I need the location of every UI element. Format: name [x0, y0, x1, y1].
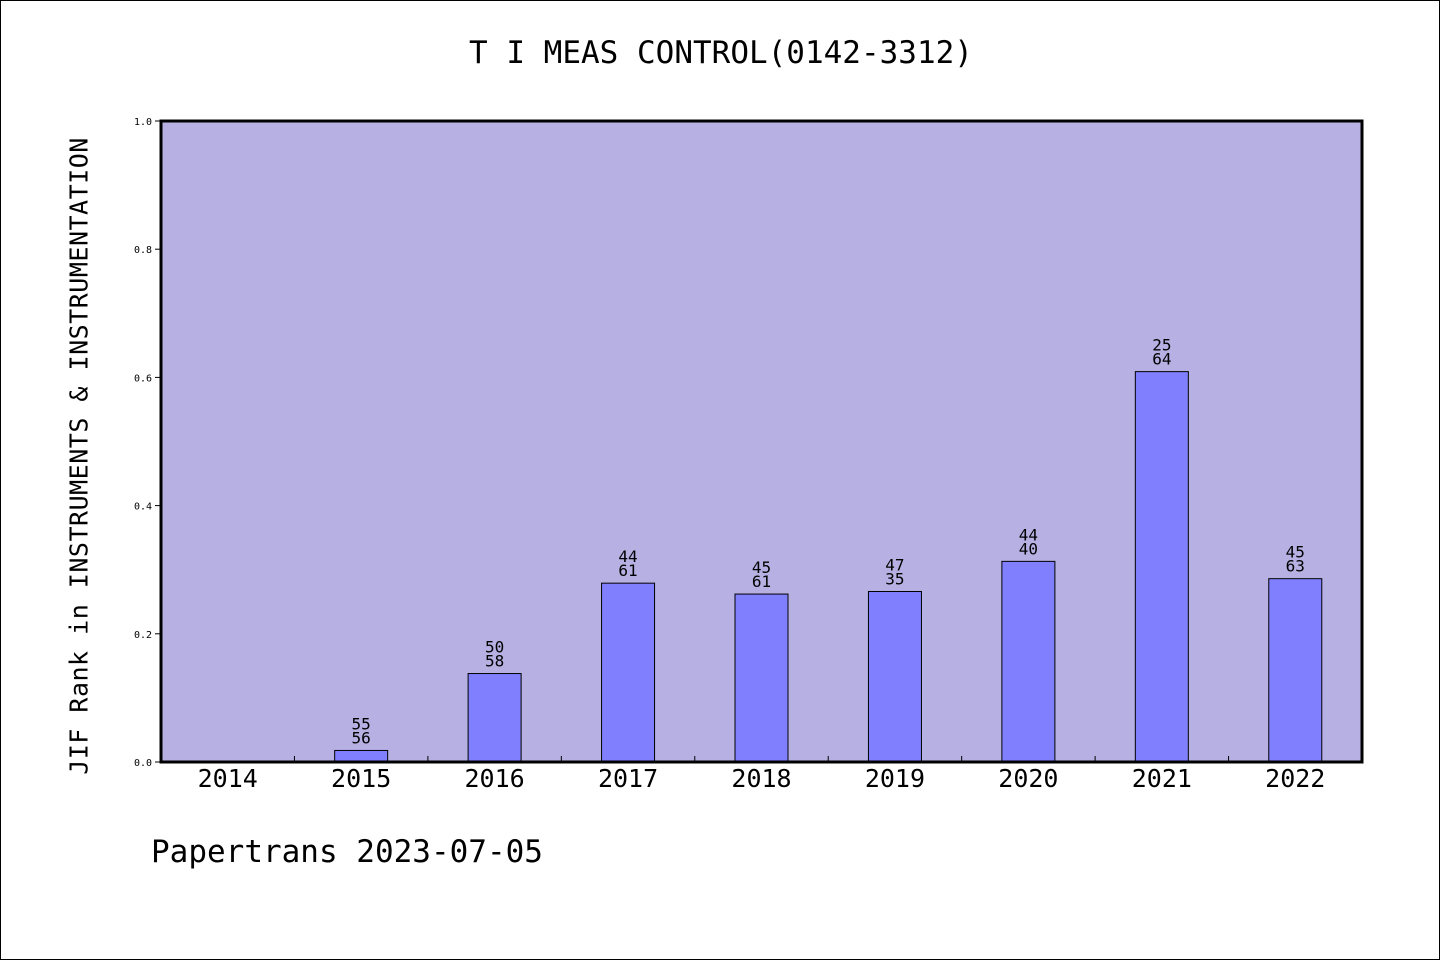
y-tick-label: 0.8 [134, 245, 152, 256]
plot-frame [159, 119, 1364, 764]
x-tick-label: 2018 [731, 764, 791, 793]
bar-2015 [334, 749, 389, 763]
data-label-total: 63 [1286, 557, 1305, 576]
bar-2019 [867, 590, 922, 763]
y-tick-label: 0.4 [134, 502, 152, 513]
x-tick-label: 2014 [198, 764, 258, 793]
data-label-rank: 44 [1019, 525, 1038, 544]
data-label-total: 58 [485, 652, 504, 671]
data-label-rank: 44 [618, 547, 637, 566]
data-label-total: 61 [752, 572, 771, 591]
x-tick-label: 2015 [331, 764, 391, 793]
x-tick-label: 2020 [998, 764, 1058, 793]
x-tick-label: 2017 [598, 764, 658, 793]
data-label-rank: 25 [1152, 336, 1171, 355]
bar-2016 [467, 673, 522, 763]
y-tick-label: 0.2 [134, 630, 152, 641]
data-label-rank: 55 [352, 714, 371, 733]
chart-title: T I MEAS CONTROL(0142-3312) [469, 35, 973, 71]
x-tick-label: 2021 [1132, 764, 1192, 793]
x-tick-label: 2019 [865, 764, 925, 793]
data-label-total: 64 [1152, 350, 1171, 369]
x-tick-label: 2022 [1265, 764, 1325, 793]
bar-2020 [1001, 560, 1056, 763]
data-label-rank: 50 [485, 638, 504, 657]
y-tick-label: 0.6 [134, 373, 152, 384]
y-tick-label: 0.0 [134, 758, 152, 769]
bar-2021 [1134, 371, 1189, 763]
footer-credit: Papertrans 2023-07-05 [151, 834, 543, 870]
data-label-rank: 47 [885, 555, 904, 574]
bar-2022 [1268, 578, 1323, 763]
data-label-rank: 45 [1286, 543, 1305, 562]
x-tick-label: 2016 [465, 764, 525, 793]
bar-2017 [601, 582, 656, 763]
data-label-rank: 45 [752, 558, 771, 577]
data-label-total: 35 [885, 569, 904, 588]
data-label-total: 40 [1019, 539, 1038, 558]
y-tick-label: 1.0 [134, 117, 152, 128]
data-label-total: 56 [352, 728, 371, 747]
bar-2018 [734, 593, 789, 763]
data-label-total: 61 [618, 561, 637, 580]
